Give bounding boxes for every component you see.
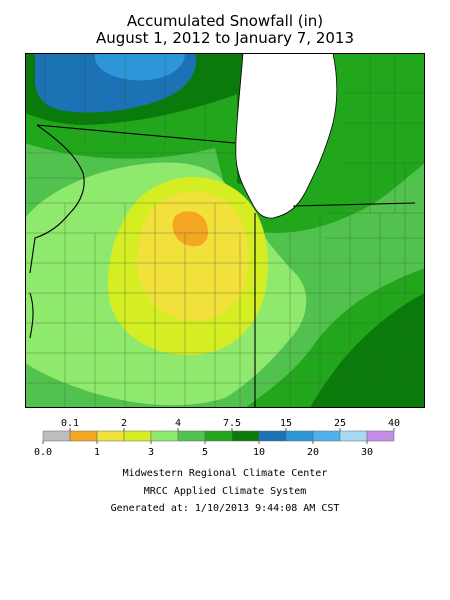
legend-swatch — [285, 430, 314, 442]
legend-swatch — [258, 430, 287, 442]
legend-swatch — [96, 430, 125, 442]
legend-swatch — [123, 430, 152, 442]
legend-label-lower: 30 — [361, 447, 373, 458]
credit-system: MRCC Applied Climate System — [143, 486, 307, 497]
legend-label-upper: 0.1 — [61, 418, 79, 429]
legend-label-lower: 20 — [307, 447, 319, 458]
legend-swatch — [42, 430, 71, 442]
legend-label-upper: 15 — [280, 418, 292, 429]
map-title: Accumulated Snowfall (in) — [126, 12, 324, 30]
legend-swatch — [204, 430, 233, 442]
legend-swatch — [150, 430, 179, 442]
county-boundaries — [25, 53, 425, 408]
legend-label-upper: 2 — [121, 418, 127, 429]
legend-label-upper: 40 — [388, 418, 400, 429]
snowfall-map — [25, 53, 425, 408]
credit-generated-time: Generated at: 1/10/2013 9:44:08 AM CST — [110, 503, 340, 514]
snow-band-20-25 — [95, 53, 185, 81]
legend-swatch — [69, 430, 98, 442]
legend-label-lower: 10 — [253, 447, 265, 458]
snow-band-2-3 — [136, 191, 249, 321]
color-legend: 0.0 0.1 1 2 3 4 5 7.5 10 15 20 25 30 40 — [34, 418, 400, 458]
legend-label-lower: 1 — [94, 447, 100, 458]
legend-label-lower: 3 — [148, 447, 154, 458]
snow-band-1-2 — [172, 211, 209, 247]
snow-band-10-15-southeast — [310, 293, 425, 408]
legend-label-upper: 4 — [175, 418, 181, 429]
legend-swatch — [231, 430, 260, 442]
legend-swatch — [312, 430, 341, 442]
legend-label-lower: 5 — [202, 447, 208, 458]
legend-label-upper: 25 — [334, 418, 346, 429]
legend-swatch — [339, 430, 368, 442]
legend-swatch — [366, 430, 395, 442]
legend-label-lower: 0.0 — [34, 447, 52, 458]
lake-michigan — [235, 53, 338, 219]
state-boundaries — [29, 124, 416, 408]
credit-organization: Midwestern Regional Climate Center — [122, 468, 328, 479]
map-date-range: August 1, 2012 to January 7, 2013 — [96, 29, 354, 47]
legend-label-upper: 7.5 — [223, 418, 241, 429]
legend-swatch — [177, 430, 206, 442]
